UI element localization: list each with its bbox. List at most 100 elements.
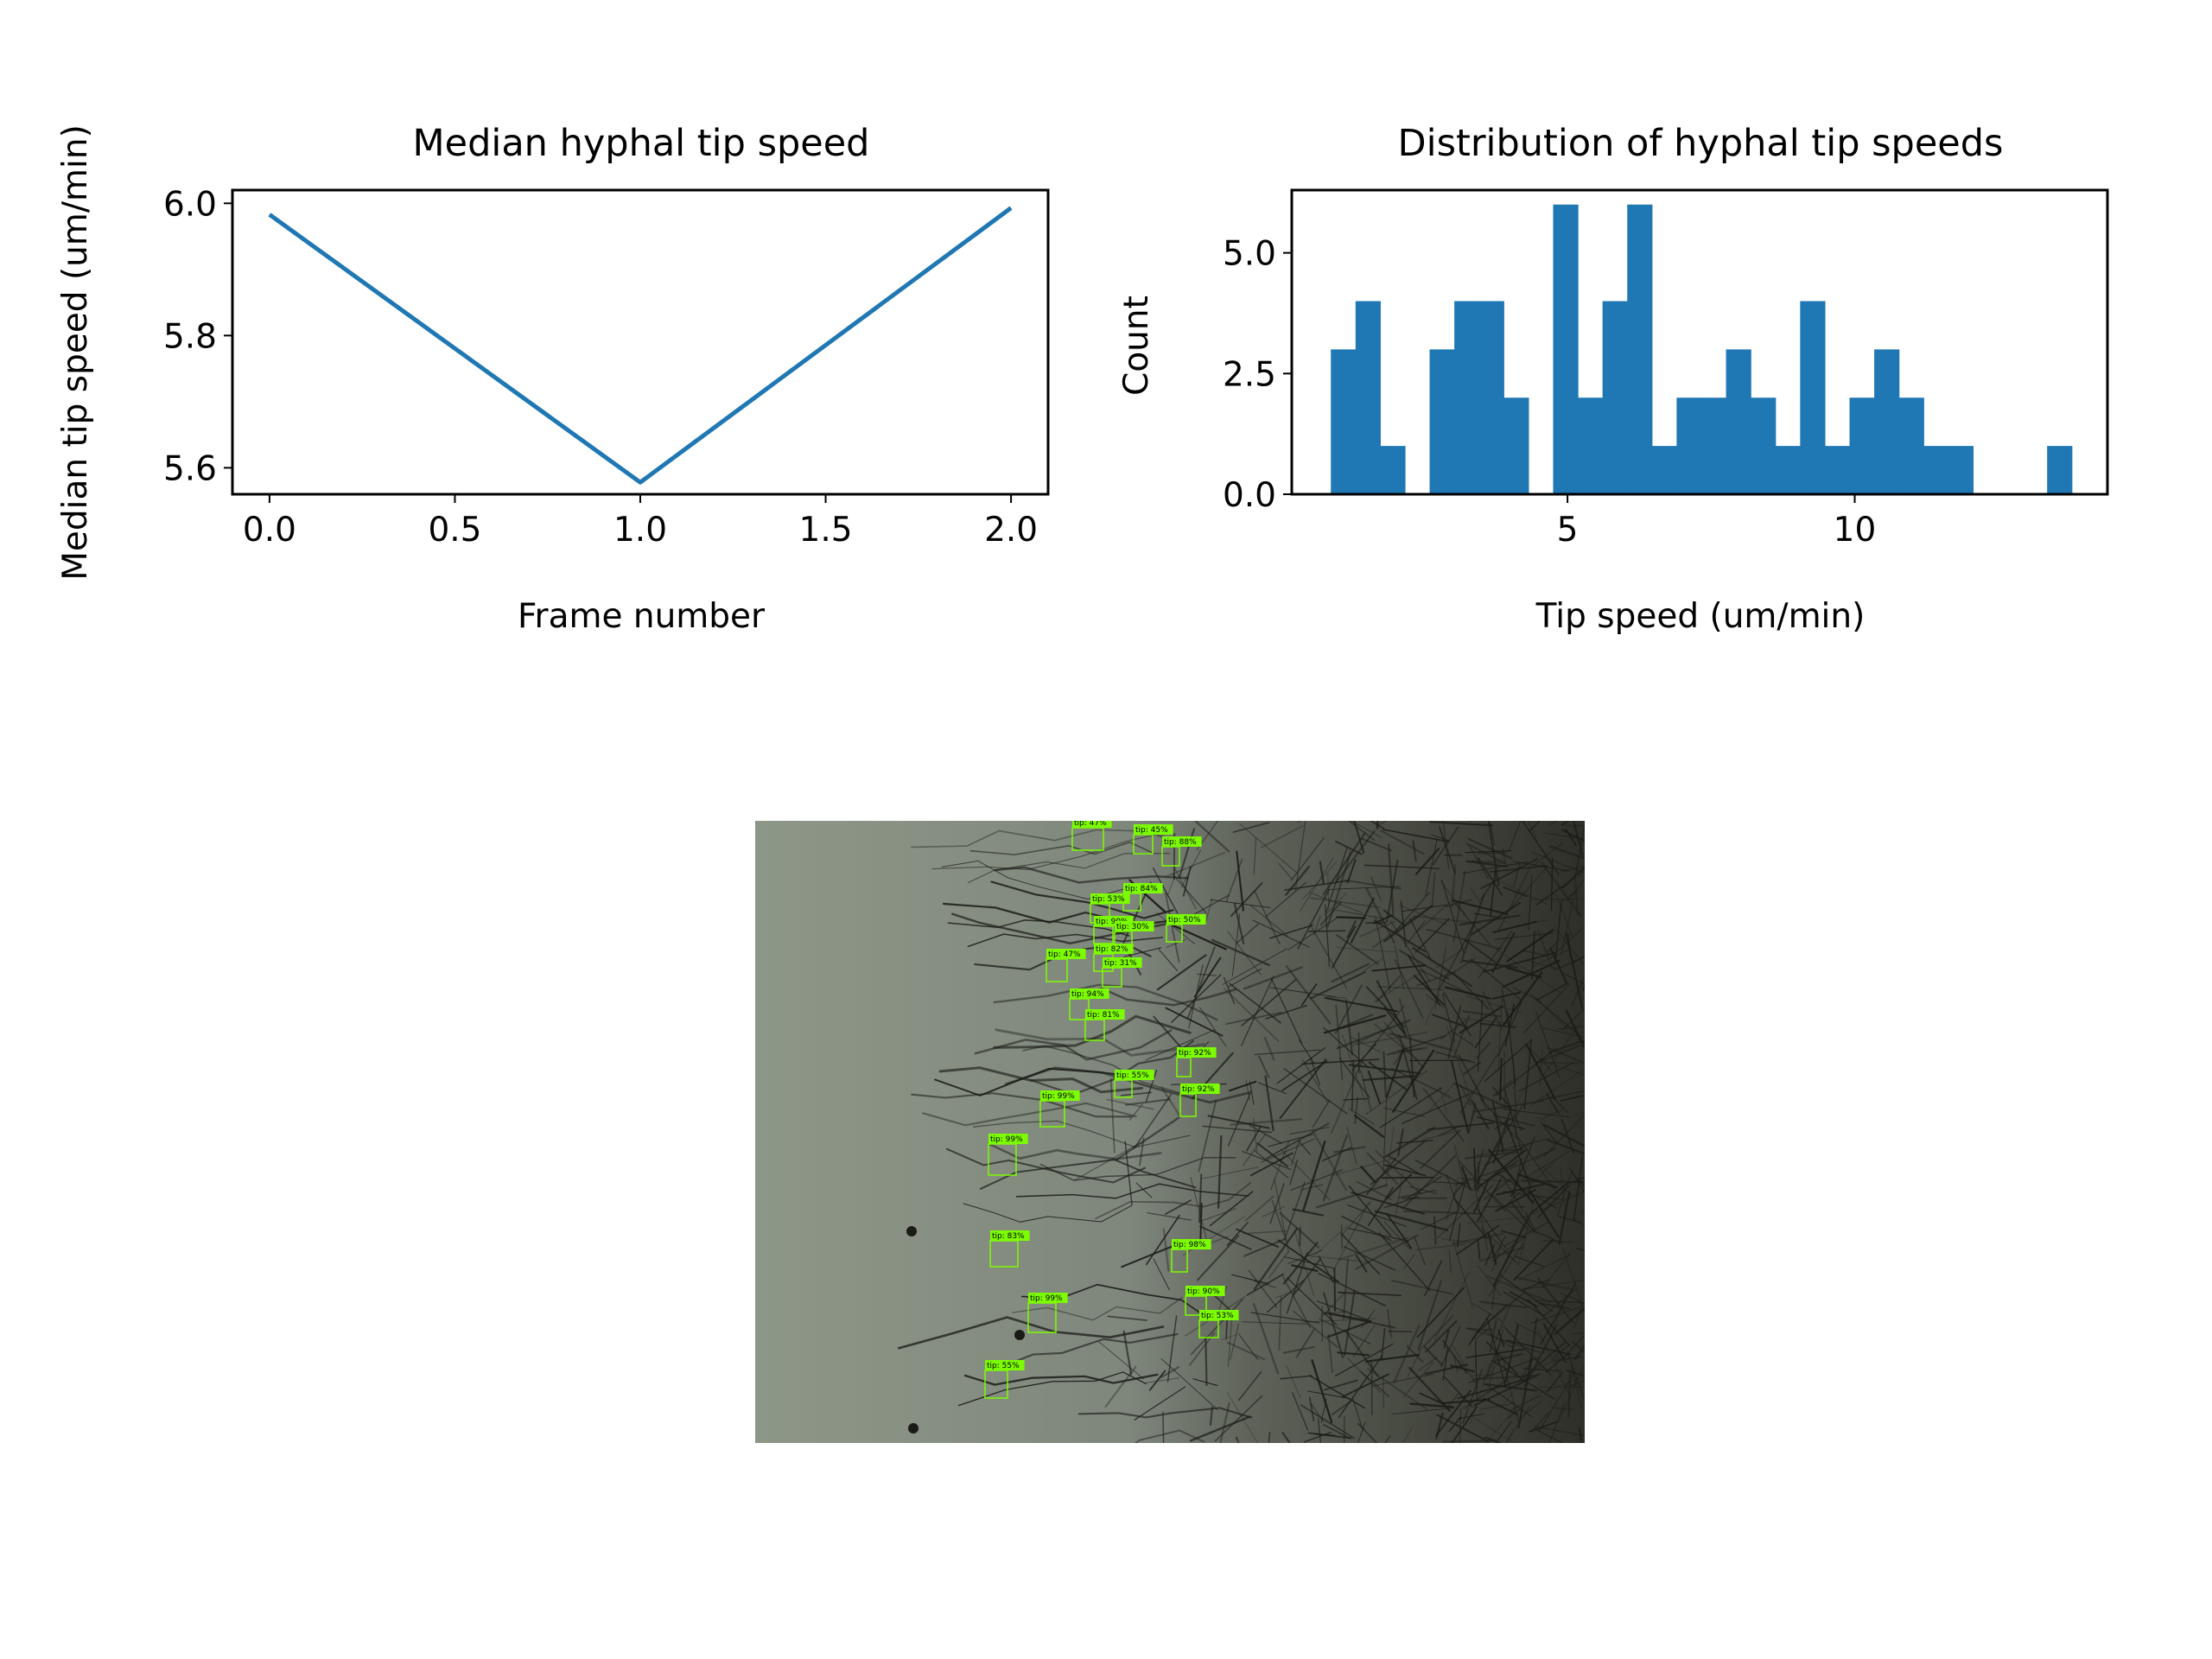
histogram-xlabel: Tip speed (um/min)	[1535, 597, 1866, 636]
histogram-bars	[1331, 204, 2073, 494]
microscopy-image: tip: 47%tip: 45%tip: 88%tip: 84%tip: 53%…	[755, 819, 1585, 1443]
histogram-panel: Distribution of hyphal tip speeds Tip sp…	[1117, 122, 2109, 636]
detection-label: tip: 99%	[1030, 1294, 1063, 1303]
line-ytick-label: 6.0	[163, 185, 217, 224]
line-xtick-label: 0.5	[428, 511, 481, 550]
line-xtick-label: 2.0	[984, 511, 1038, 550]
detection-label: tip: 47%	[1048, 950, 1081, 959]
line-ytick-label: 5.8	[163, 317, 217, 356]
histogram-bar	[1503, 397, 1529, 494]
line-ytick-label: 5.6	[163, 449, 217, 488]
detection-box: tip: 53%	[1198, 1310, 1239, 1338]
histogram-bar	[1824, 446, 1851, 494]
detection-label: tip: 53%	[1092, 895, 1125, 904]
detection-box: tip: 98%	[1171, 1239, 1211, 1273]
histogram-bar	[1355, 301, 1381, 494]
histogram-bar	[1775, 446, 1801, 494]
detection-box: tip: 92%	[1176, 1047, 1217, 1077]
detection-label: tip: 83%	[992, 1232, 1025, 1241]
histogram-bar	[1331, 349, 1357, 494]
detection-box: tip: 50%	[1166, 914, 1206, 943]
detection-label: tip: 82%	[1096, 945, 1128, 954]
detection-boxes: tip: 47%tip: 45%tip: 88%tip: 84%tip: 53%…	[984, 819, 1239, 1399]
detection-label: tip: 30%	[1116, 923, 1149, 931]
histogram-bar	[1380, 446, 1406, 494]
detection-box: tip: 99%	[1039, 1090, 1080, 1128]
histogram-bar	[1651, 446, 1678, 494]
histogram-bar	[1676, 397, 1702, 494]
histogram-ytick-label: 5.0	[1223, 235, 1276, 274]
histogram-ytick-label: 0.0	[1223, 476, 1276, 515]
detection-label: tip: 99%	[1042, 1092, 1075, 1101]
histogram-bar	[1700, 397, 1727, 494]
histogram-axes-frame	[1290, 188, 2109, 496]
histogram-bar	[1751, 397, 1777, 494]
line-xtick-label: 1.5	[799, 511, 853, 550]
detection-box: tip: 99%	[1027, 1293, 1068, 1333]
detection-label: tip: 47%	[1074, 819, 1107, 828]
detection-label: tip: 55%	[1116, 1071, 1149, 1080]
histogram-bar	[1578, 397, 1604, 494]
line-xtick-label: 1.0	[613, 511, 667, 550]
detection-box: tip: 55%	[1114, 1070, 1154, 1098]
detection-box: tip: 84%	[1122, 883, 1163, 912]
line-chart-ylabel: Median tip speed (um/min)	[56, 124, 95, 581]
histogram-title: Distribution of hyphal tip speeds	[1398, 122, 2004, 165]
histogram-bar	[1849, 397, 1875, 494]
detection-box: tip: 53%	[1090, 893, 1130, 924]
histogram-xtick-label: 10	[1834, 511, 1877, 550]
detection-box: tip: 47%	[1071, 819, 1112, 851]
detection-box: tip: 55%	[984, 1360, 1025, 1399]
histogram-bar	[1726, 349, 1751, 494]
histogram-bar	[1478, 301, 1504, 494]
histogram-ylabel: Count	[1117, 296, 1156, 396]
detection-label: tip: 81%	[1087, 1011, 1120, 1020]
histogram-bar	[1948, 446, 1974, 494]
detection-label: tip: 50%	[1168, 916, 1201, 925]
detection-label: tip: 99%	[990, 1135, 1023, 1144]
histogram-bar	[1874, 349, 1900, 494]
detection-box: tip: 45%	[1133, 824, 1173, 855]
detection-label: tip: 92%	[1182, 1085, 1215, 1094]
detection-box: tip: 83%	[989, 1230, 1030, 1268]
detection-label: tip: 90%	[1096, 918, 1128, 926]
histogram-bar	[1429, 349, 1455, 494]
histogram-ticks: 5 10 0.0 2.5 5.0	[1223, 235, 1876, 550]
histogram-bar	[1627, 204, 1653, 494]
detection-box: tip: 31%	[1102, 957, 1142, 988]
histogram-bar	[1602, 301, 1628, 494]
detection-box: tip: 88%	[1161, 836, 1202, 867]
line-chart-ticks: 0.0 0.5 1.0 1.5 2.0 5.6 5.8 6.0	[163, 185, 1038, 550]
detection-box: tip: 47%	[1046, 949, 1086, 982]
detection-label: tip: 90%	[1187, 1287, 1220, 1296]
detection-label: tip: 98%	[1173, 1241, 1206, 1249]
histogram-bar	[1553, 204, 1579, 494]
histogram-bar	[1898, 397, 1924, 494]
line-chart-xlabel: Frame number	[518, 597, 766, 636]
detection-label: tip: 31%	[1104, 959, 1137, 968]
detection-label: tip: 45%	[1135, 826, 1168, 835]
detection-label: tip: 55%	[987, 1362, 1020, 1370]
histogram-bar	[2047, 446, 2073, 494]
detection-label: tip: 53%	[1201, 1312, 1234, 1320]
line-chart-title: Median hyphal tip speed	[413, 122, 870, 165]
detection-box: tip: 99%	[988, 1134, 1028, 1176]
detection-label: tip: 84%	[1125, 885, 1158, 893]
histogram-bar	[1923, 446, 1949, 494]
detection-box: tip: 90%	[1185, 1286, 1225, 1316]
histogram-ytick-label: 2.5	[1223, 355, 1276, 394]
line-xtick-label: 0.0	[243, 511, 296, 550]
detection-label: tip: 88%	[1164, 838, 1197, 847]
line-series	[268, 206, 1013, 485]
detection-label: tip: 92%	[1179, 1049, 1211, 1058]
histogram-bar	[1454, 301, 1480, 494]
line-chart-panel: Median hyphal tip speed Frame number Med…	[56, 122, 1050, 636]
histogram-xtick-label: 5	[1557, 511, 1579, 550]
detection-label: tip: 94%	[1071, 990, 1104, 999]
hyphae-texture	[898, 821, 1585, 1443]
detection-box: tip: 81%	[1084, 1009, 1125, 1041]
histogram-bar	[1800, 301, 1826, 494]
line-chart-axes-frame	[231, 188, 1050, 496]
detection-box: tip: 92%	[1179, 1084, 1220, 1117]
